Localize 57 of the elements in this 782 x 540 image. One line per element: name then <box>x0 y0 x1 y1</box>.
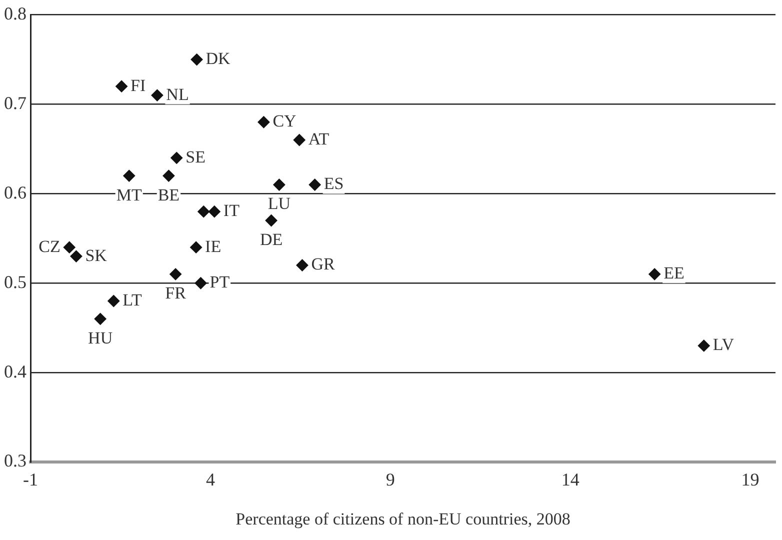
point <box>170 152 183 164</box>
point <box>151 89 164 102</box>
annotation: SE <box>186 147 206 166</box>
annotation: SK <box>85 246 108 265</box>
y-tick-label: 0.8 <box>4 4 26 24</box>
x-axis-title: Percentage of citizens of non-EU countries, 2008 <box>236 509 570 528</box>
y-tick-label: 0.5 <box>4 272 26 292</box>
annotation: PT <box>210 272 230 292</box>
x-tick-label: 14 <box>561 470 580 490</box>
point <box>648 268 661 280</box>
annotation: LV <box>712 335 735 354</box>
point <box>94 312 106 325</box>
point <box>194 277 207 290</box>
annotation: FR <box>165 284 187 303</box>
y-tick-label: 0.4 <box>4 361 26 382</box>
annotation: NL <box>166 84 189 104</box>
point <box>116 80 128 92</box>
x-tick-label: 9 <box>386 470 395 490</box>
x-tick-label: -1 <box>23 470 38 490</box>
point <box>190 54 203 66</box>
annotation: CY <box>272 112 296 131</box>
point <box>265 214 278 227</box>
point <box>63 241 76 254</box>
point <box>108 295 120 308</box>
y-tick-label: 0.6 <box>4 182 26 202</box>
point <box>698 340 710 352</box>
point <box>308 178 321 191</box>
point <box>123 170 136 182</box>
annotation: CZ <box>38 236 60 256</box>
point <box>296 259 308 272</box>
annotation: EE <box>664 264 684 283</box>
annotation: FI <box>130 76 146 95</box>
annotation: AT <box>308 129 330 148</box>
x-tick-label: 4 <box>206 470 215 490</box>
annotation: MT <box>116 185 142 204</box>
annotation: GR <box>311 254 336 274</box>
annotation: BE <box>158 185 180 204</box>
point <box>162 170 175 182</box>
y-tick-label: 0.7 <box>4 92 26 113</box>
annotation: DK <box>206 48 232 68</box>
annotation: LU <box>268 194 291 214</box>
point <box>293 134 306 146</box>
x-tick-label: 19 <box>741 470 760 490</box>
point <box>198 206 210 218</box>
annotation: DE <box>260 230 283 249</box>
annotation: IE <box>205 236 222 256</box>
point <box>70 250 82 262</box>
point <box>208 206 220 218</box>
y-tick-label: 0.3 <box>4 450 26 471</box>
annotation: ES <box>324 174 344 194</box>
annotation: IT <box>223 201 240 220</box>
point <box>273 178 286 191</box>
annotation: HU <box>88 328 113 348</box>
annotation: LT <box>122 290 142 310</box>
point <box>258 116 270 128</box>
point <box>190 241 202 254</box>
point <box>170 268 182 280</box>
